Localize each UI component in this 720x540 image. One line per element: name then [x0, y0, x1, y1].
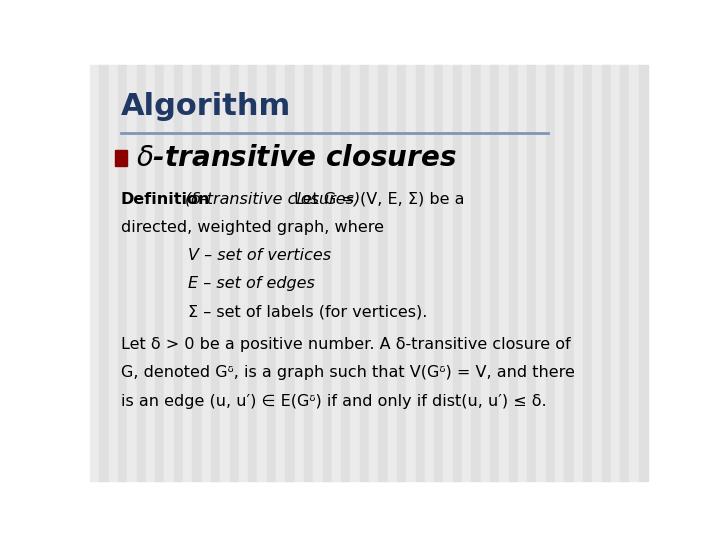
Bar: [601, 65, 611, 481]
Bar: [620, 65, 629, 481]
Bar: [444, 65, 453, 481]
Bar: [490, 65, 499, 481]
Text: Σ – set of labels (for vertices).: Σ – set of labels (for vertices).: [188, 305, 427, 320]
Text: Let δ > 0 be a positive number. A δ-transitive closure of: Let δ > 0 be a positive number. A δ-tran…: [121, 337, 570, 352]
Bar: [183, 65, 192, 481]
Bar: [397, 65, 406, 481]
Bar: [230, 65, 239, 481]
Text: Let G = (V, E, Σ) be a: Let G = (V, E, Σ) be a: [294, 192, 464, 207]
Bar: [192, 65, 202, 481]
Bar: [378, 65, 387, 481]
Bar: [406, 65, 415, 481]
Bar: [332, 65, 341, 481]
Bar: [304, 65, 313, 481]
Bar: [462, 65, 472, 481]
Bar: [174, 65, 183, 481]
Bar: [508, 65, 518, 481]
Bar: [118, 65, 127, 481]
Bar: [294, 65, 304, 481]
Bar: [387, 65, 397, 481]
Bar: [536, 65, 546, 481]
Bar: [415, 65, 425, 481]
Bar: [109, 65, 118, 481]
Bar: [202, 65, 211, 481]
Bar: [546, 65, 555, 481]
Bar: [593, 65, 601, 481]
Bar: [425, 65, 434, 481]
Bar: [211, 65, 220, 481]
Bar: [583, 65, 593, 481]
Text: directed, weighted graph, where: directed, weighted graph, where: [121, 220, 384, 235]
Text: G, denoted Gᵟ, is a graph such that V(Gᵟ) = V, and there: G, denoted Gᵟ, is a graph such that V(Gᵟ…: [121, 366, 575, 380]
Text: $\delta$‑transitive closures: $\delta$‑transitive closures: [136, 144, 456, 172]
Bar: [564, 65, 574, 481]
Bar: [266, 65, 276, 481]
Bar: [164, 65, 174, 481]
Bar: [145, 65, 155, 481]
Text: Algorithm: Algorithm: [121, 92, 291, 121]
Bar: [629, 65, 639, 481]
Text: Definition: Definition: [121, 192, 210, 207]
Bar: [115, 150, 127, 166]
Text: is an edge (u, u′) ∈ E(Gᵟ) if and only if dist(u, u′) ≤ δ.: is an edge (u, u′) ∈ E(Gᵟ) if and only i…: [121, 394, 546, 409]
Bar: [611, 65, 620, 481]
Bar: [155, 65, 164, 481]
Bar: [527, 65, 536, 481]
Bar: [220, 65, 230, 481]
Bar: [434, 65, 444, 481]
Bar: [99, 65, 109, 481]
Bar: [555, 65, 564, 481]
Bar: [313, 65, 323, 481]
Bar: [323, 65, 332, 481]
Bar: [258, 65, 266, 481]
Bar: [248, 65, 258, 481]
Bar: [90, 65, 99, 481]
Bar: [137, 65, 145, 481]
Bar: [276, 65, 285, 481]
Bar: [574, 65, 583, 481]
Bar: [239, 65, 248, 481]
Bar: [285, 65, 294, 481]
Bar: [481, 65, 490, 481]
Bar: [127, 65, 137, 481]
Bar: [639, 65, 648, 481]
Bar: [518, 65, 527, 481]
Bar: [369, 65, 378, 481]
Text: (δ‑transitive closures): (δ‑transitive closures): [185, 192, 360, 207]
Bar: [351, 65, 360, 481]
Bar: [499, 65, 508, 481]
Bar: [341, 65, 351, 481]
Bar: [360, 65, 369, 481]
Text: V – set of vertices: V – set of vertices: [188, 248, 330, 263]
Bar: [453, 65, 462, 481]
Text: E – set of edges: E – set of edges: [188, 276, 315, 292]
Bar: [472, 65, 481, 481]
